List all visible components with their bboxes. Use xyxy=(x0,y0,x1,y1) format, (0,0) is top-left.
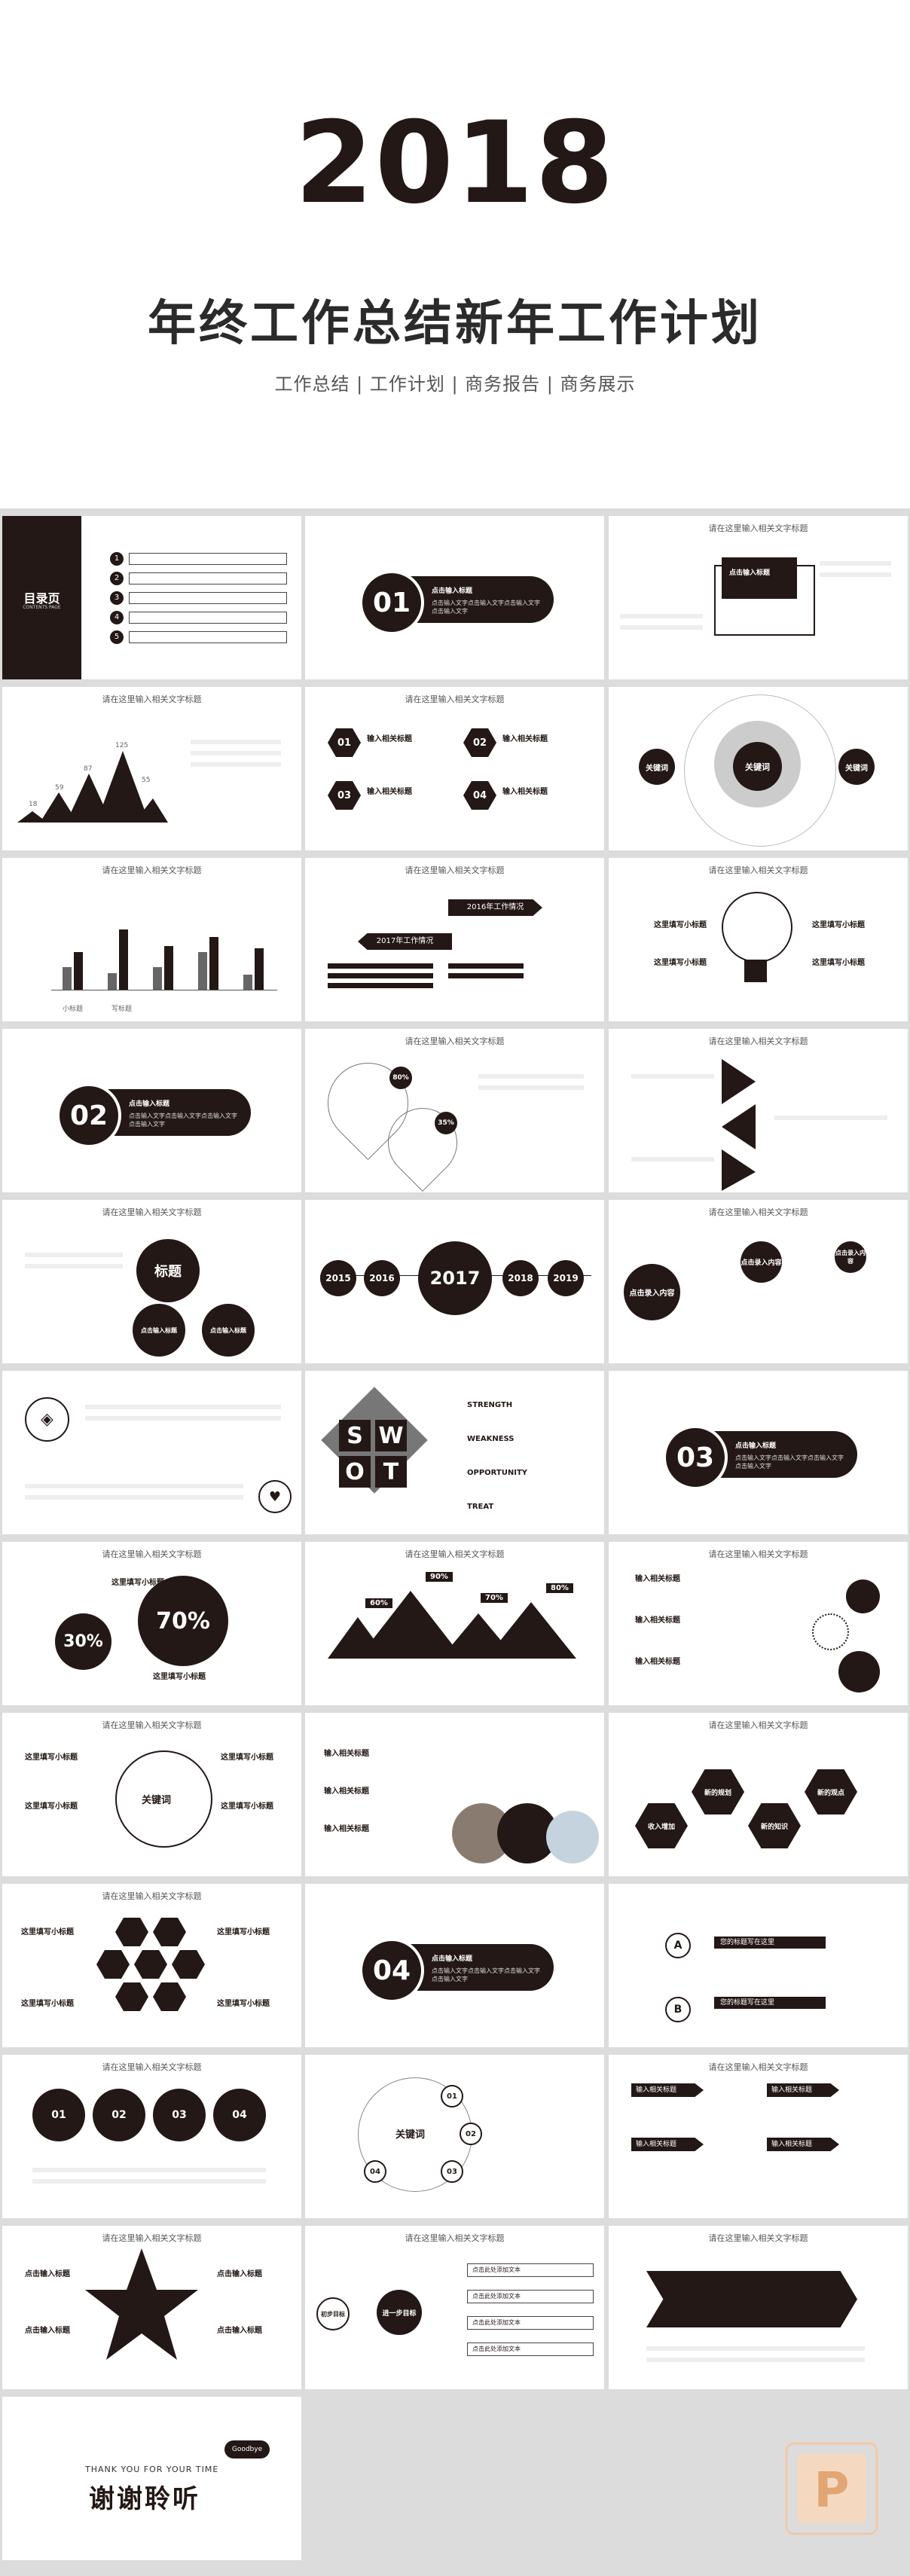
slide-closing[interactable]: THANK YOU FOR YOUR TIME 谢谢聆听 Goodbye xyxy=(2,2397,301,2560)
slide-swot[interactable]: S W O T STRENGTH WEAKNESS OPPORTUNITY TR… xyxy=(305,1371,604,1534)
gear-icon xyxy=(846,1579,880,1613)
slide-ab-choice[interactable]: A B 您的标题写在这里 您的标题写在这里 xyxy=(609,1884,908,2047)
gear-icon xyxy=(812,1613,849,1650)
closing-cn: 谢谢聆听 xyxy=(89,2484,200,2514)
closing-en: THANK YOU FOR YOUR TIME xyxy=(85,2465,219,2474)
slide-chevrons[interactable]: 请在这里输入相关文字标题 xyxy=(609,2226,908,2389)
slide-star[interactable]: 请在这里输入相关文字标题 点击输入标题 点击输入标题 点击输入标题 点击输入标题 xyxy=(2,2226,301,2389)
slide-gears[interactable]: 请在这里输入相关文字标题 输入相关标题 输入相关标题 输入相关标题 xyxy=(609,1542,908,1705)
cover-year: 2018 xyxy=(295,98,615,229)
slide-four-circles[interactable]: 请在这里输入相关文字标题 01 02 03 04 xyxy=(2,2055,301,2218)
slide-photos[interactable]: 输入相关标题 输入相关标题 输入相关标题 xyxy=(305,1713,604,1876)
slide-hex-icons[interactable]: 请在这里输入相关文字标题 这里填写小标题 这里填写小标题 这里填写小标题 这里填… xyxy=(2,1884,301,2047)
slide-title: 请在这里输入相关文字标题 xyxy=(102,865,202,875)
slide-keyword-circles[interactable]: 关键词 关键词 关键词 xyxy=(609,687,908,850)
slide-boxed-title[interactable]: 请在这里输入相关文字标题 点击输入标题 xyxy=(609,516,908,679)
toc-panel xyxy=(2,516,81,679)
mountain-chart xyxy=(17,751,168,823)
slide-title: 请在这里输入相关文字标题 xyxy=(708,1549,808,1559)
slide-title: 请在这里输入相关文字标题 xyxy=(102,1207,202,1217)
dark-box xyxy=(722,557,797,599)
goodbye-bubble: Goodbye xyxy=(224,2440,270,2458)
slide-bulb[interactable]: 请在这里输入相关文字标题 这里填写小标题 这里填写小标题 这里填写小标题 这里填… xyxy=(609,858,908,1021)
slide-title: 请在这里输入相关文字标题 xyxy=(708,1207,808,1217)
slide-icons-text[interactable]: ◈ ♥ xyxy=(2,1371,301,1534)
slide-title: 请在这里输入相关文字标题 xyxy=(708,1720,808,1730)
slide-title: 请在这里输入相关文字标题 xyxy=(102,1891,202,1901)
slide-percent-drops[interactable]: 请在这里输入相关文字标题 30% 70% 这里填写小标题 这里填写小标题 xyxy=(2,1542,301,1705)
toc-item-2[interactable] xyxy=(129,572,287,584)
slide-title: 请在这里输入相关文字标题 xyxy=(405,1036,505,1046)
slide-section-03[interactable]: 03 点击输入标题 点击输入文字点击输入文字点击输入文字点击输入文字 xyxy=(609,1371,908,1534)
slide-title: 请在这里输入相关文字标题 xyxy=(708,865,808,875)
star-icon xyxy=(85,2248,198,2360)
slide-title: 请在这里输入相关文字标题 xyxy=(708,2233,808,2243)
slide-work-review[interactable]: 请在这里输入相关文字标题 2016年工作情况 2017年工作情况 xyxy=(305,858,604,1021)
slide-title: 请在这里输入相关文字标题 xyxy=(708,1036,808,1046)
slide-mountains[interactable]: 请在这里输入相关文字标题 60% 90% 70% 80% xyxy=(305,1542,604,1705)
slide-title: 请在这里输入相关文字标题 xyxy=(708,523,808,533)
slide-arrow-labels[interactable]: 请在这里输入相关文字标题 输入相关标题 输入相关标题 输入相关标题 输入相关标题 xyxy=(609,2055,908,2218)
slide-drops[interactable]: 请在这里输入相关文字标题 80% 35% xyxy=(305,1029,604,1192)
cover-slide: 2018 年终工作总结新年工作计划 工作总结 | 工作计划 | 商务报告 | 商… xyxy=(0,0,910,508)
slide-title: 请在这里输入相关文字标题 xyxy=(102,1720,202,1730)
slide-title: 请在这里输入相关文字标题 xyxy=(405,694,505,704)
toc-item-5[interactable] xyxy=(129,631,287,643)
slide-tag-circles[interactable]: 请在这里输入相关文字标题 标题 点击输入标题 点击输入标题 xyxy=(2,1200,301,1363)
slide-keyword-orbit[interactable]: 关键词 01 02 03 04 xyxy=(305,2055,604,2218)
slide-title: 请在这里输入相关文字标题 xyxy=(102,1549,202,1559)
slide-title: 请在这里输入相关文字标题 xyxy=(102,694,202,704)
slide-hex-cluster[interactable]: 请在这里输入相关文字标题 收入增加 新的规划 新的知识 新的观点 xyxy=(609,1713,908,1876)
slide-four-items[interactable]: 请在这里输入相关文字标题 01 输入相关标题 02 输入相关标题 03 输入相关… xyxy=(305,687,604,850)
cover-title: 年终工作总结新年工作计划 xyxy=(148,296,762,352)
watermark-logo: P xyxy=(783,2440,880,2537)
toc-heading: 目录页 xyxy=(23,591,60,606)
section-input-text: 点击输入文字点击输入文字点击输入文字点击输入文字 xyxy=(432,600,540,615)
slide-bubbles[interactable]: 请在这里输入相关文字标题 点击录入内容 点击录入内容 点击录入内容 xyxy=(609,1200,908,1363)
slide-section-02[interactable]: 02 点击输入标题 点击输入文字点击输入文字点击输入文字点击输入文字 xyxy=(2,1029,301,1192)
section-number: 01 xyxy=(359,570,424,635)
cover-subtitle: 工作总结 | 工作计划 | 商务报告 | 商务展示 xyxy=(274,374,636,395)
heart-icon: ♥ xyxy=(258,1480,292,1513)
toc-num-1: 1 xyxy=(110,552,124,566)
slide-section-04[interactable]: 04 点击输入标题 点击输入文字点击输入文字点击输入文字点击输入文字 xyxy=(305,1884,604,2047)
slide-title: 请在这里输入相关文字标题 xyxy=(708,2062,808,2072)
gear-icon xyxy=(838,1651,880,1692)
slide-bar-chart[interactable]: 请在这里输入相关文字标题 小标题 写标题 xyxy=(2,858,301,1021)
section-input-title: 点击输入标题 xyxy=(432,588,473,595)
section-number: 02 xyxy=(56,1083,121,1148)
slide-triangles[interactable]: 请在这里输入相关文字标题 xyxy=(609,1029,908,1192)
cube-icon: ◈ xyxy=(25,1397,69,1442)
toc-item-4[interactable] xyxy=(129,612,287,624)
bulb-icon xyxy=(722,892,792,963)
slide-title: 请在这里输入相关文字标题 xyxy=(405,2233,505,2243)
toc-item-3[interactable] xyxy=(129,592,287,604)
photo xyxy=(546,1811,599,1863)
toc-num-4: 4 xyxy=(110,611,124,624)
dark-box-title: 点击输入标题 xyxy=(729,569,771,577)
slide-title: 请在这里输入相关文字标题 xyxy=(102,2233,202,2243)
toc-num-5: 5 xyxy=(110,630,124,644)
svg-text:P: P xyxy=(814,2463,850,2519)
toc-heading-en: CONTENTS PAGE xyxy=(23,605,61,610)
slide-flow[interactable]: 请在这里输入相关文字标题 初步目标 进一步目标 点击此处添加文本 点击此处添加文… xyxy=(305,2226,604,2389)
slide-keyword-cycle[interactable]: 请在这里输入相关文字标题 关键词 这里填写小标题 这里填写小标题 这里填写小标题… xyxy=(2,1713,301,1876)
slide-section-01[interactable]: 01 点击输入标题 点击输入文字点击输入文字点击输入文字点击输入文字 xyxy=(305,516,604,679)
section-number: 03 xyxy=(663,1425,728,1490)
slide-title: 请在这里输入相关文字标题 xyxy=(405,1549,505,1559)
chevron-banner xyxy=(646,2271,857,2327)
slide-toc[interactable]: 目录页 CONTENTS PAGE 1 2 3 4 5 xyxy=(2,516,301,679)
slide-mountain-chart[interactable]: 请在这里输入相关文字标题 18 59 87 125 55 xyxy=(2,687,301,850)
slide-timeline[interactable]: 2015 2016 2017 2018 2019 xyxy=(305,1200,604,1363)
section-number: 04 xyxy=(359,1938,424,2003)
slide-title: 请在这里输入相关文字标题 xyxy=(102,2062,202,2072)
bar-chart xyxy=(51,903,277,990)
slide-title: 请在这里输入相关文字标题 xyxy=(405,865,505,875)
toc-item-1[interactable] xyxy=(129,553,287,565)
toc-num-3: 3 xyxy=(110,591,124,605)
toc-num-2: 2 xyxy=(110,572,124,585)
